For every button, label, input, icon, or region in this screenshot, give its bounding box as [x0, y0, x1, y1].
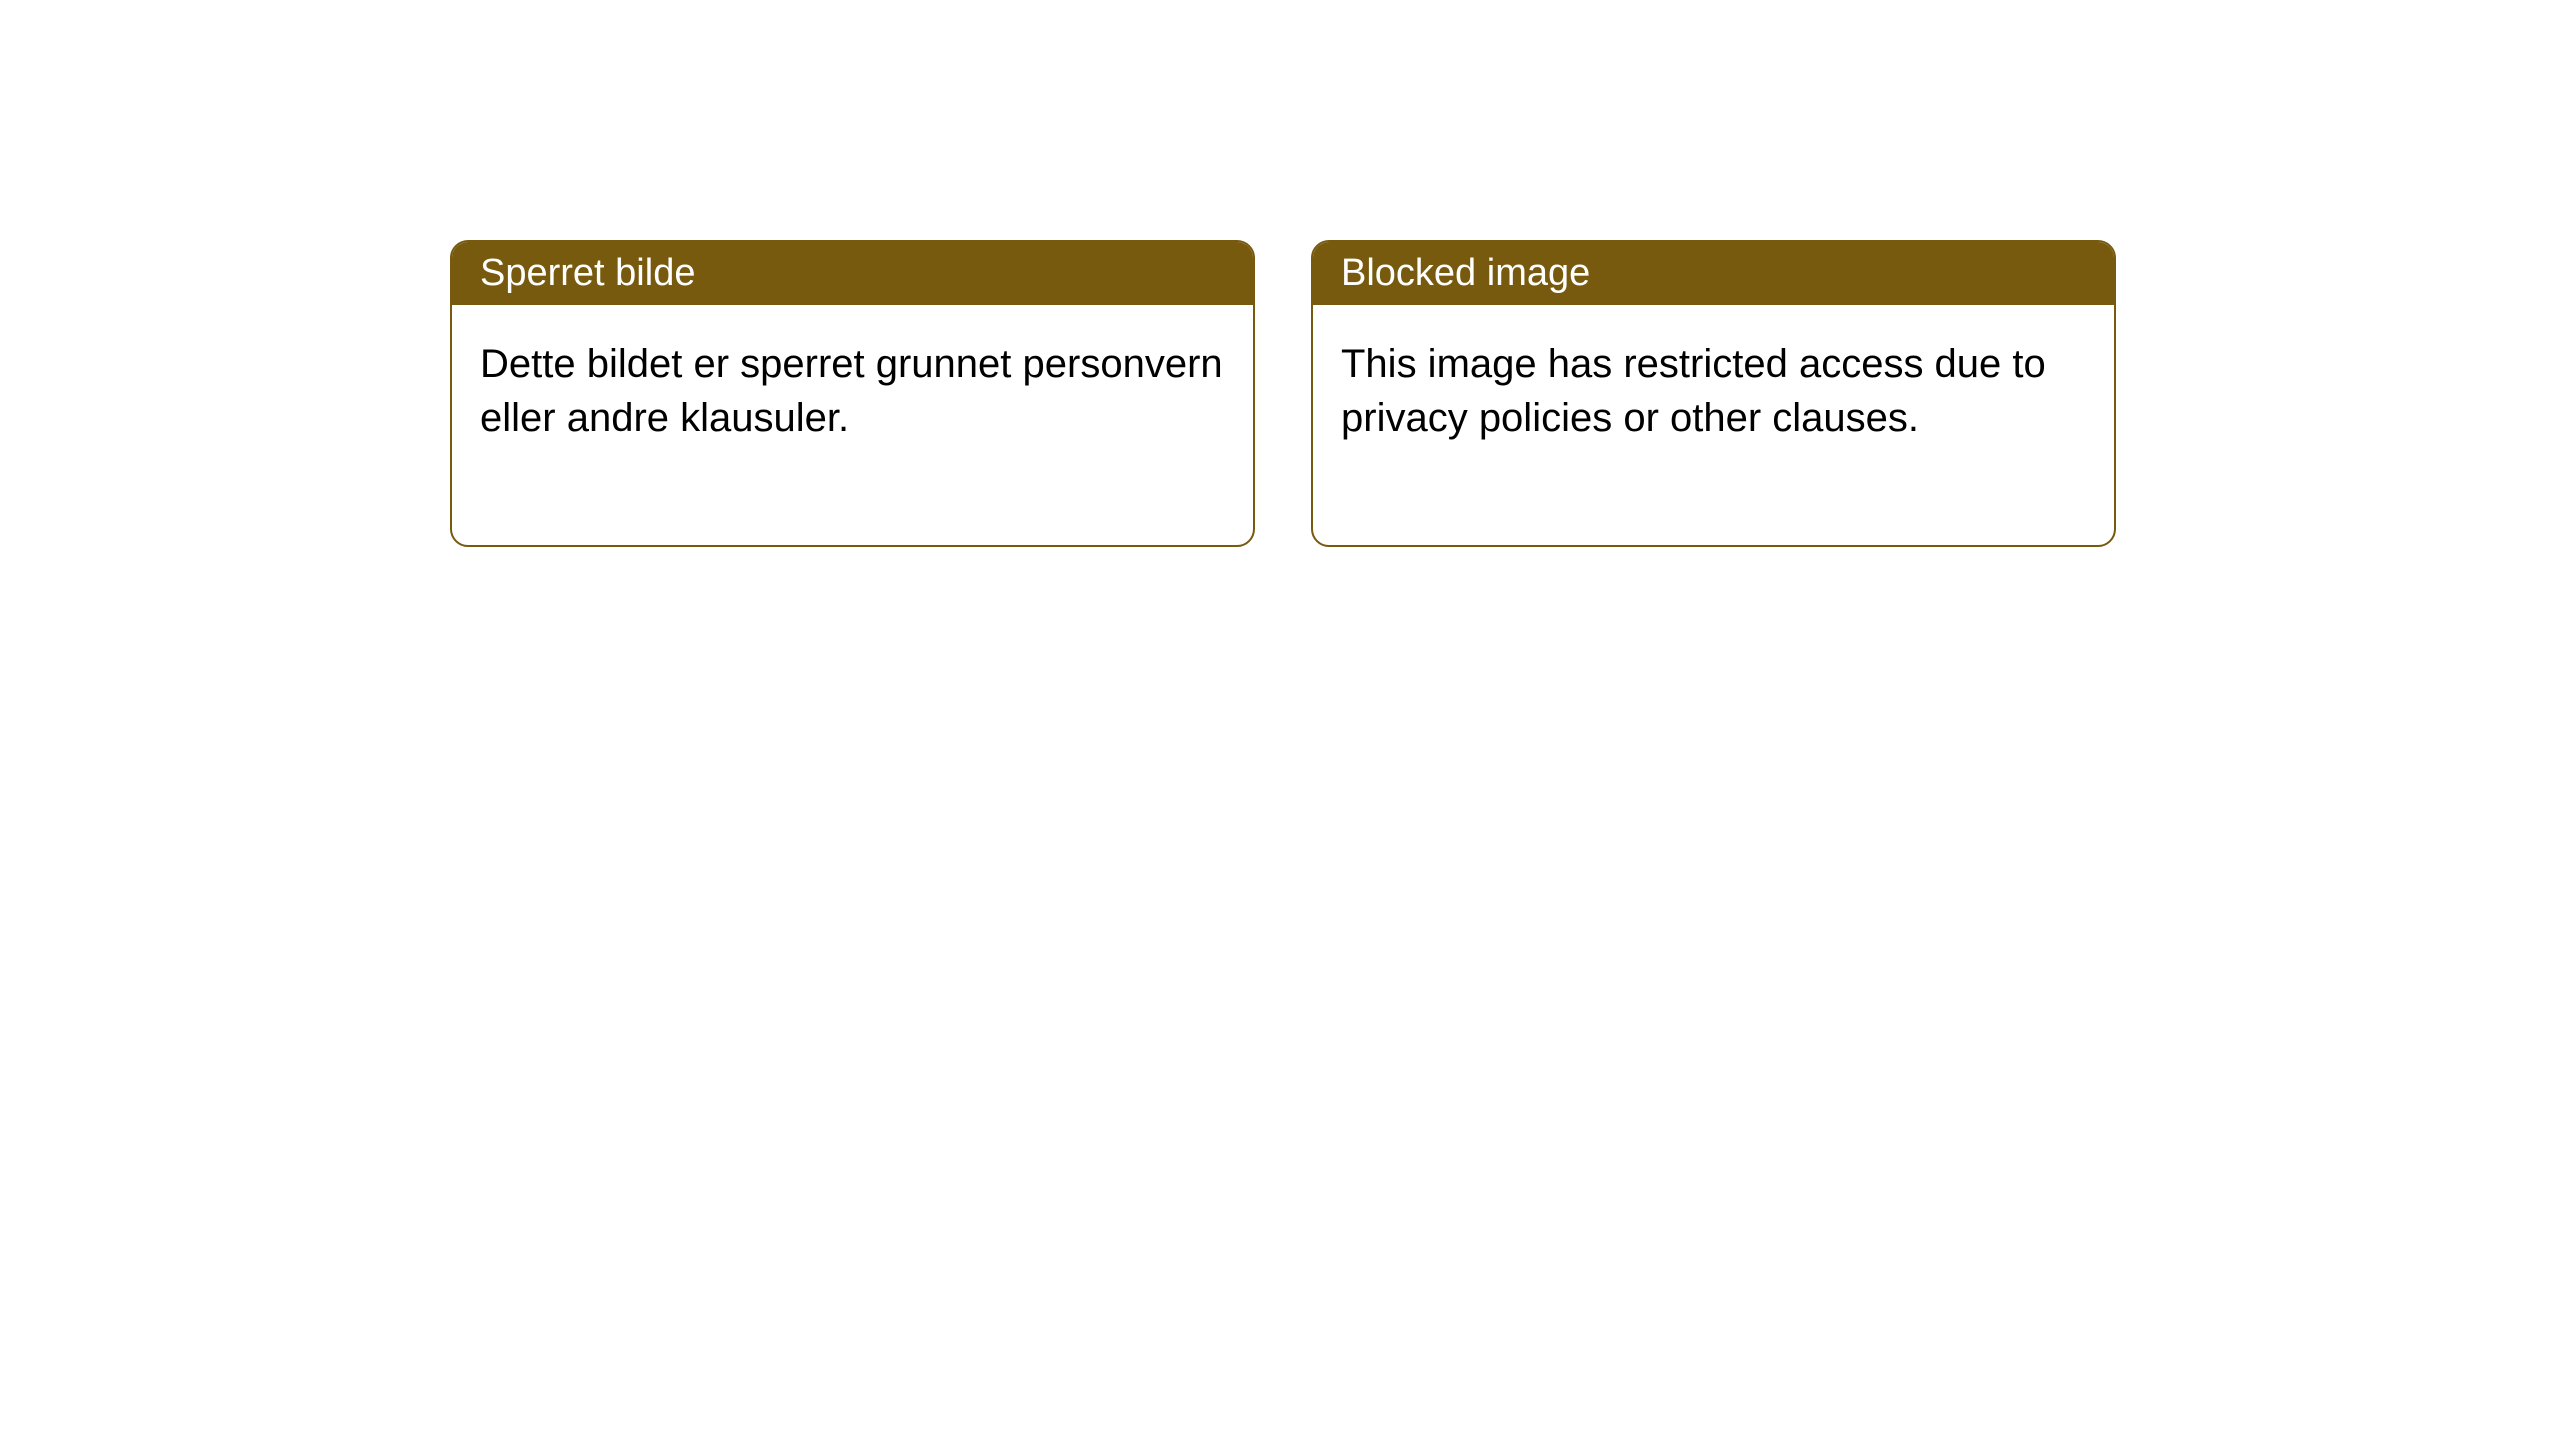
- notice-body: This image has restricted access due to …: [1313, 305, 2114, 545]
- notice-body: Dette bildet er sperret grunnet personve…: [452, 305, 1253, 545]
- notice-body-text: This image has restricted access due to …: [1341, 342, 2046, 440]
- notice-card-english: Blocked image This image has restricted …: [1311, 240, 2116, 547]
- notice-header: Sperret bilde: [452, 242, 1253, 305]
- notice-title: Blocked image: [1341, 252, 1590, 294]
- notice-body-text: Dette bildet er sperret grunnet personve…: [480, 342, 1223, 440]
- notice-header: Blocked image: [1313, 242, 2114, 305]
- notice-title: Sperret bilde: [480, 252, 695, 294]
- notice-container: Sperret bilde Dette bildet er sperret gr…: [450, 240, 2116, 547]
- notice-card-norwegian: Sperret bilde Dette bildet er sperret gr…: [450, 240, 1255, 547]
